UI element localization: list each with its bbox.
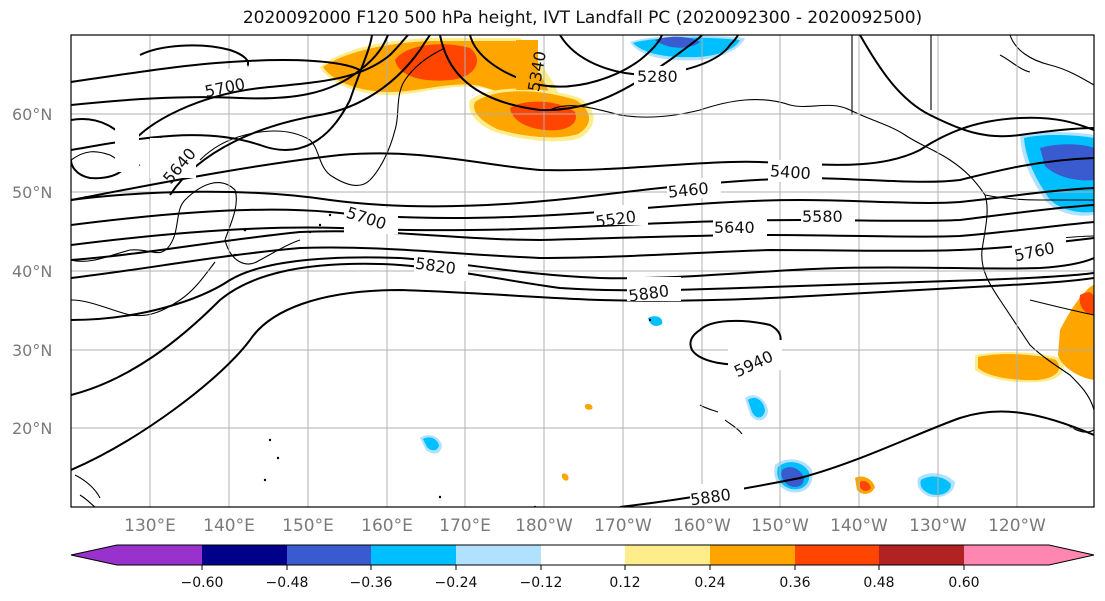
colorbar-tick-label: 0.60 <box>948 575 979 591</box>
colorbar-segment <box>879 545 964 565</box>
colorbar: −0.60 −0.48 −0.36 −0.24 −0.12 0.12 0.24 … <box>70 544 1095 591</box>
contour-label-5640-e: 5640 <box>714 218 755 237</box>
colorbar-segment <box>795 545 879 565</box>
lon-label-140e: 140°E <box>203 516 255 536</box>
contour-labels: 5700 5580 5640 5340 5280 5400 5460 5520 … <box>115 40 1066 509</box>
map-title: 2020092000 F120 500 hPa height, IVT Land… <box>242 8 923 28</box>
lat-label-40n: 40°N <box>12 262 52 281</box>
colorbar-segment <box>371 545 456 565</box>
map-frame <box>70 34 1095 508</box>
longitude-labels: 130°E 140°E 150°E 160°E 170°E 180°W 170°… <box>124 516 1046 536</box>
colorbar-segment <box>964 545 1049 565</box>
colorbar-segment <box>456 545 541 565</box>
contour-label-5400: 5400 <box>769 161 811 183</box>
lat-label-60n: 60°N <box>12 105 52 124</box>
colorbar-tick-label: −0.48 <box>266 575 309 591</box>
colorbar-tick-label: 0.48 <box>863 575 894 591</box>
colorbar-segment <box>710 545 795 565</box>
colorbar-tick-label: −0.36 <box>350 575 393 591</box>
colorbar-tick-label: 0.12 <box>609 575 640 591</box>
lat-label-30n: 30°N <box>12 341 52 360</box>
lon-label-160e: 160°E <box>361 516 413 536</box>
colorbar-segment <box>202 545 287 565</box>
contour-label-5460: 5460 <box>667 179 709 202</box>
lat-label-50n: 50°N <box>12 183 52 202</box>
lon-label-150w: 150°W <box>751 516 809 536</box>
colorbar-extend-high <box>1049 545 1094 565</box>
lon-label-140w: 140°W <box>830 516 888 536</box>
colorbar-tick-label: −0.24 <box>435 575 478 591</box>
lon-label-180w: 180°W <box>515 516 573 536</box>
height-contours <box>71 35 1094 507</box>
colorbar-extend-low <box>71 545 117 565</box>
lon-label-170e: 170°E <box>439 516 491 536</box>
lon-label-170w: 170°W <box>594 516 652 536</box>
lon-label-120w: 120°W <box>988 516 1046 536</box>
colorbar-outline <box>70 544 1095 566</box>
colorbar-segment <box>541 545 625 565</box>
lon-label-150e: 150°E <box>282 516 334 536</box>
lon-label-130e: 130°E <box>124 516 176 536</box>
ivt-negative-shading <box>420 35 1094 498</box>
lat-label-20n: 20°N <box>12 419 52 438</box>
colorbar-segment <box>287 545 371 565</box>
colorbar-segment <box>117 545 202 565</box>
colorbar-tick-label: −0.60 <box>181 575 224 591</box>
colorbar-tick-label: 0.36 <box>779 575 810 591</box>
colorbar-tick-label: 0.24 <box>694 575 725 591</box>
lon-label-160w: 160°W <box>673 516 731 536</box>
latitude-labels: 60°N 50°N 40°N 30°N 20°N <box>12 105 52 438</box>
lon-label-130w: 130°W <box>909 516 967 536</box>
colorbar-tick-label: −0.12 <box>520 575 563 591</box>
contour-label-5580-e: 5580 <box>802 207 843 226</box>
contour-label-5280: 5280 <box>637 67 678 86</box>
colorbar-segment <box>625 545 710 565</box>
